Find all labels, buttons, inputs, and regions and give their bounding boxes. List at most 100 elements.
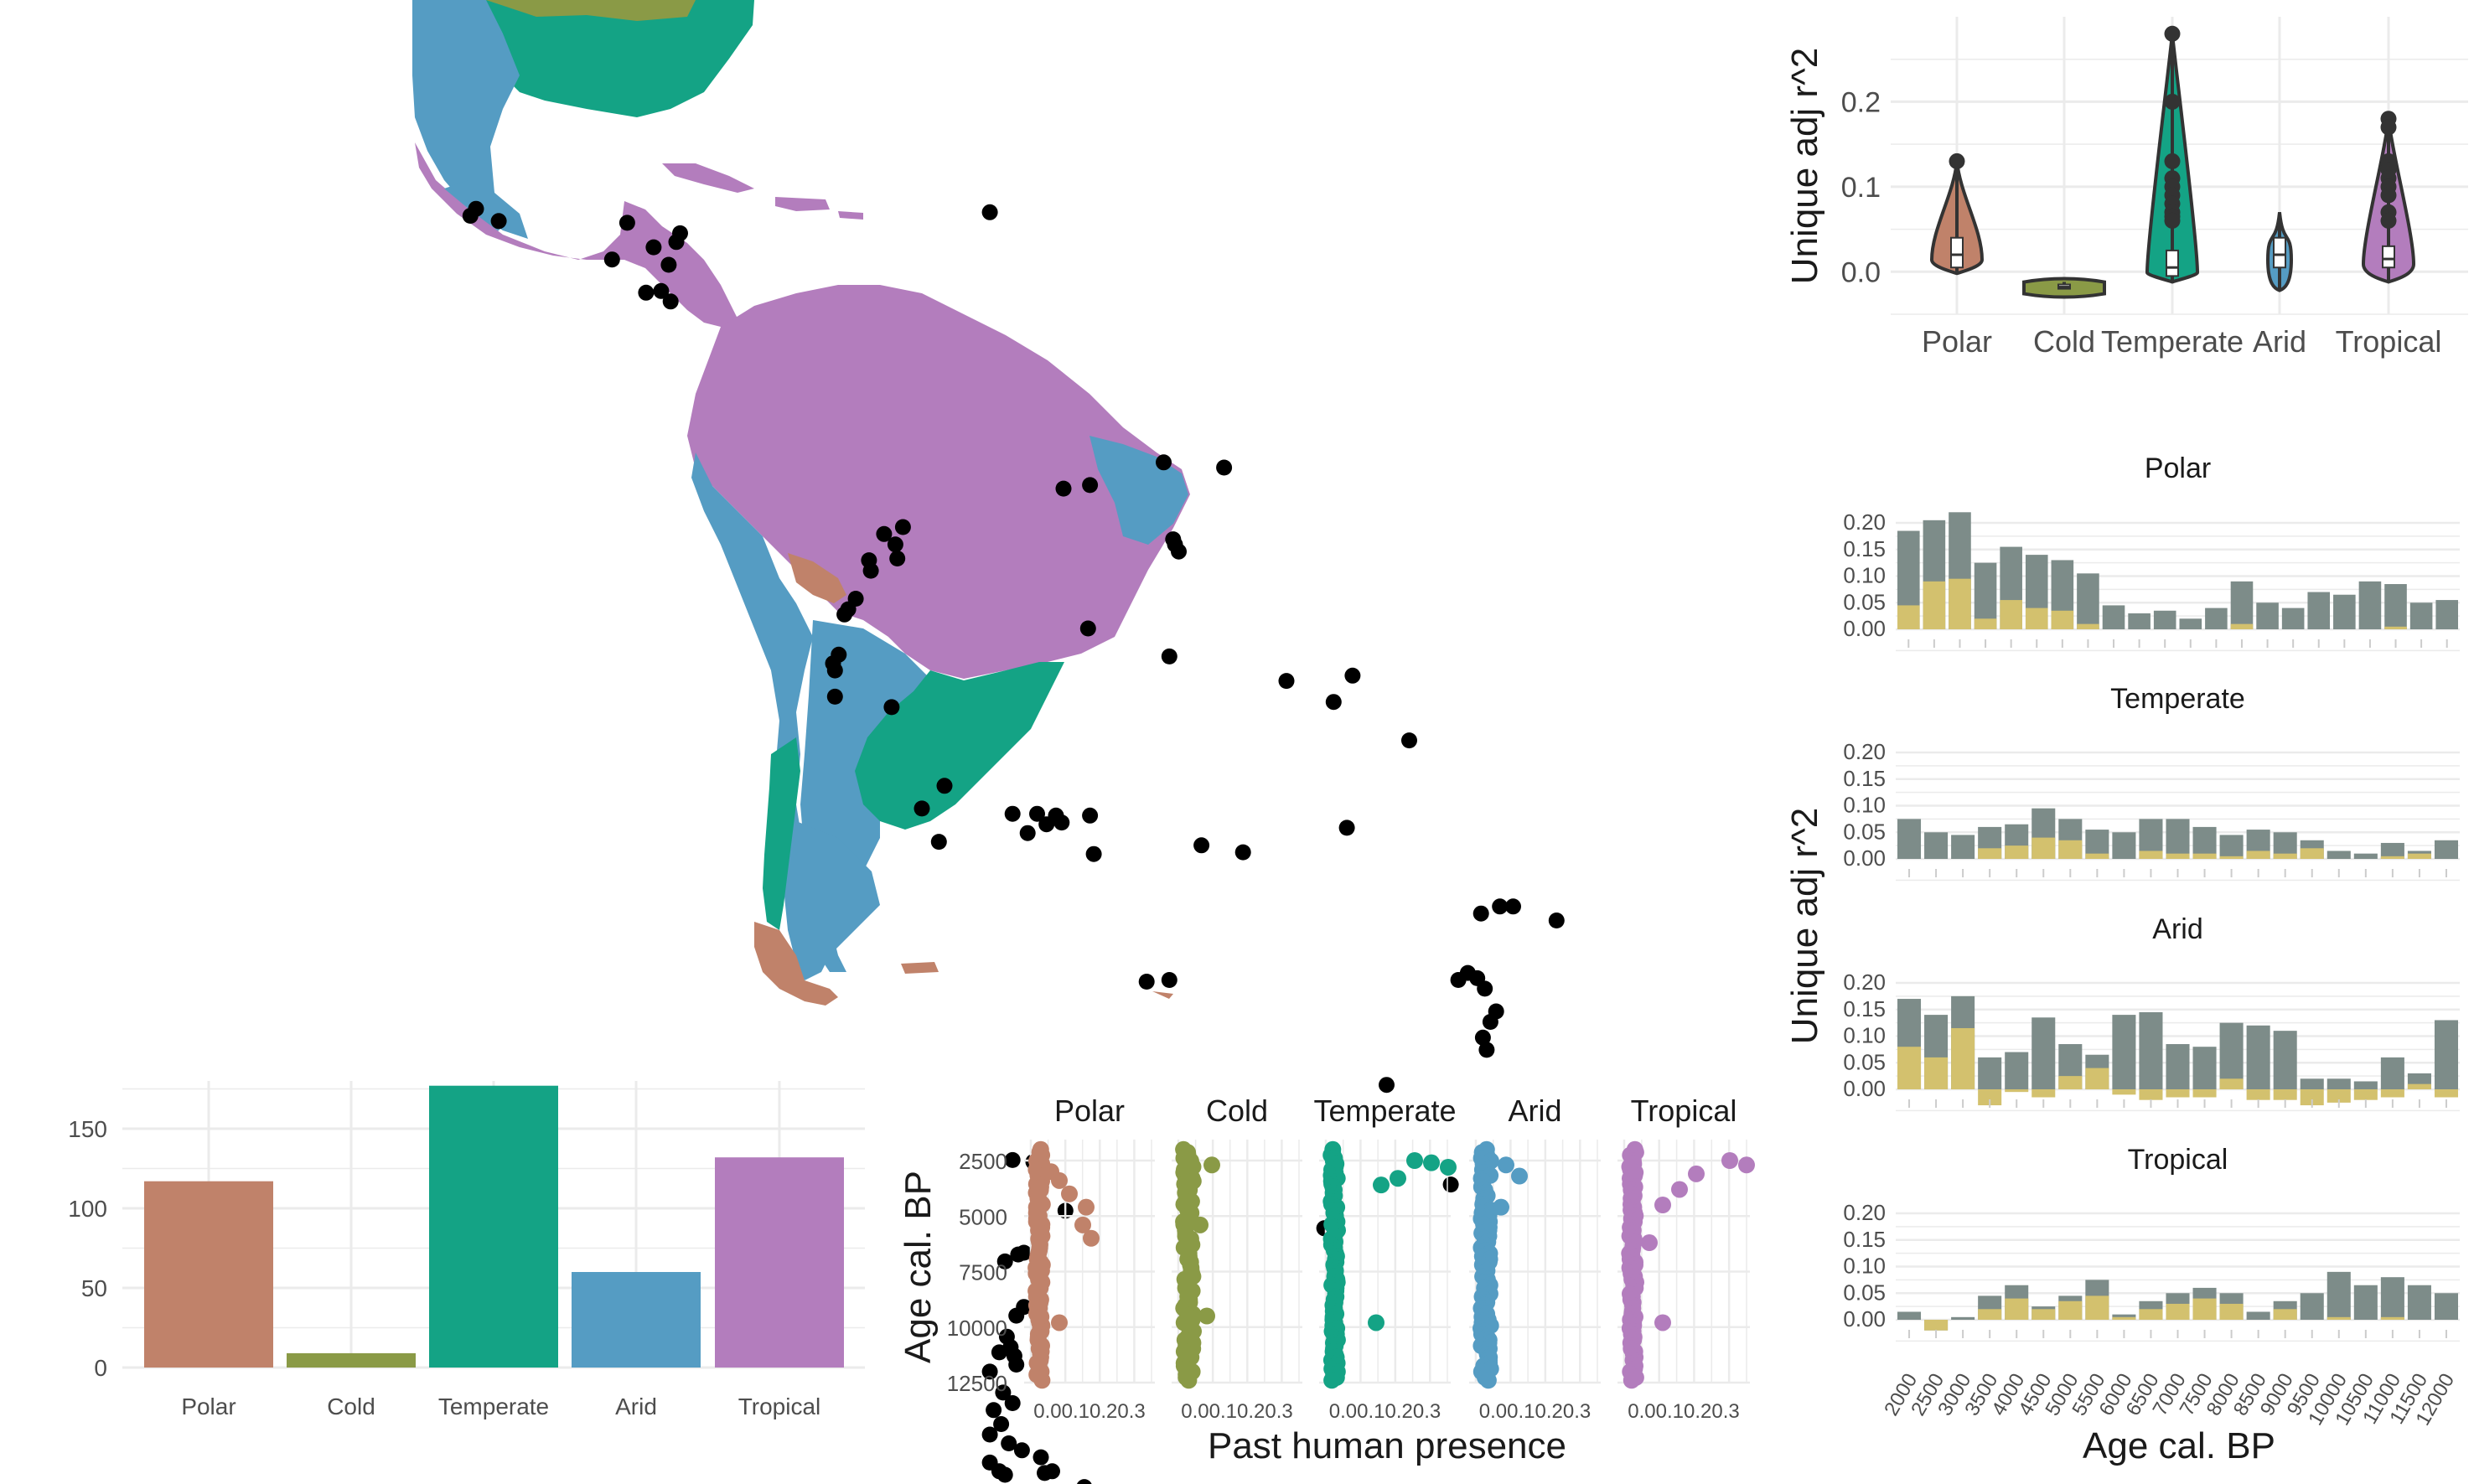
site-point [490, 213, 507, 230]
site-point [996, 1466, 1013, 1483]
total-bar [2358, 581, 2382, 629]
total-bar [2380, 1057, 2404, 1089]
site-point [930, 834, 947, 851]
human-bar [2085, 853, 2109, 859]
total-bar [2246, 1025, 2270, 1089]
presence-point [1654, 1197, 1671, 1213]
total-bar [2434, 1293, 2458, 1320]
site-point [1171, 543, 1187, 560]
count-bar-cold [287, 1352, 416, 1368]
facet-label: Arid [2152, 913, 2202, 945]
human-bar [2192, 1089, 2217, 1098]
site-point [672, 225, 688, 241]
human-bar [2300, 848, 2324, 859]
count-bar-temperate [429, 1085, 558, 1368]
presence-point [1198, 1307, 1215, 1325]
human-bar [2219, 1078, 2244, 1089]
total-bar [2219, 835, 2244, 859]
presence-point [1390, 1170, 1406, 1187]
land-puerto-rico [838, 211, 863, 220]
land-north-america-arid [412, 0, 520, 235]
presence-point [1671, 1181, 1688, 1198]
x-tick-label: Arid [2253, 324, 2306, 359]
site-point [861, 552, 877, 569]
total-bar [1978, 1057, 2002, 1089]
outlier-point [2164, 93, 2181, 110]
human-bar [2077, 623, 2099, 629]
total-bar [2326, 1078, 2351, 1089]
total-bar [2407, 1285, 2431, 1320]
x-tick-label: Polar [181, 1394, 235, 1419]
total-bar [2326, 851, 2351, 859]
human-bar [2300, 1089, 2324, 1106]
land-chile-temperate [763, 737, 800, 930]
land-hispaniola [775, 197, 830, 211]
y-tick-label: 0.0 [1841, 256, 1881, 288]
human-bar [1897, 1047, 1922, 1089]
total-bar [2353, 1285, 2378, 1320]
site-point [996, 1253, 1013, 1269]
y-tick-label: 7500 [959, 1260, 1007, 1285]
y-tick-label: 0.15 [1843, 996, 1886, 1021]
total-bar [2166, 1044, 2190, 1089]
human-bar [1924, 1320, 1949, 1331]
site-point [887, 536, 903, 553]
y-tick-label: 150 [68, 1116, 107, 1142]
y-tick-label: 0.15 [1843, 1227, 1886, 1252]
y-tick-label: 0.20 [1843, 509, 1886, 535]
site-point [468, 200, 484, 217]
y-tick-label: 2500 [959, 1149, 1007, 1174]
human-bar [2005, 845, 2029, 859]
x-tick-label: Cold [2033, 324, 2095, 359]
site-point [894, 519, 911, 535]
total-bar [2139, 1011, 2163, 1089]
presence-point [1323, 1372, 1341, 1389]
site-point [1037, 1465, 1053, 1481]
site-point [993, 1416, 1010, 1432]
x-axis-title: Past human presence [1208, 1425, 1566, 1466]
total-bar [1951, 835, 1975, 859]
outlier-point [2380, 119, 2397, 136]
presence-point [1654, 1314, 1671, 1331]
outlier-point [2380, 187, 2397, 204]
total-bar [2031, 1017, 2056, 1089]
site-point [1082, 477, 1099, 494]
human-bar [2058, 1076, 2083, 1089]
x-tick-label: Tropical [738, 1394, 821, 1419]
facet-label: Temperate [2110, 683, 2245, 715]
site-point [1055, 480, 1072, 497]
site-point [1216, 459, 1233, 476]
presence-point [1721, 1152, 1738, 1169]
human-bar [2384, 626, 2407, 629]
presence-point [1051, 1314, 1068, 1331]
human-bar [2219, 1303, 2244, 1320]
x-tick-label: 0.00.10.20.3 [1181, 1400, 1292, 1423]
site-point [1278, 673, 1295, 690]
y-tick-label: 10000 [947, 1316, 1007, 1341]
human-bar [2434, 1089, 2458, 1098]
site-point [1193, 837, 1210, 854]
y-tick-label: 0.20 [1843, 739, 1886, 764]
site-point [876, 525, 893, 542]
y-tick-label: 0.00 [1843, 1306, 1886, 1331]
presence-point [1623, 1372, 1640, 1389]
human-bar [2380, 856, 2404, 859]
total-bar [2307, 592, 2331, 629]
site-point [1344, 667, 1361, 684]
human-bar [2025, 608, 2048, 629]
total-bar [2112, 832, 2136, 859]
total-bar [2128, 613, 2151, 629]
presence-point [1406, 1152, 1423, 1169]
total-bar [2333, 594, 2356, 629]
presence-point [1373, 1176, 1390, 1194]
land-falklands [901, 962, 939, 974]
presence-point [1203, 1156, 1220, 1174]
land-north-america-cold [486, 0, 696, 21]
presence-point [1423, 1154, 1440, 1171]
total-bar [2153, 610, 2176, 629]
human-bar [2407, 853, 2431, 859]
human-bar [2085, 1295, 2109, 1320]
presence-point [1498, 1156, 1514, 1174]
site-point [662, 293, 679, 310]
